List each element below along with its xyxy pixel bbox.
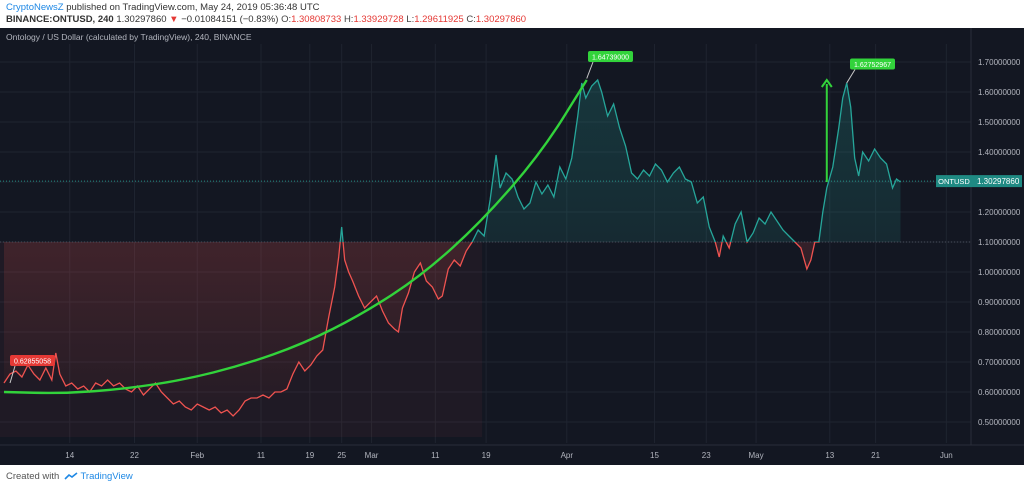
callout-pointer — [846, 69, 856, 84]
tradingview-logo-icon — [64, 472, 78, 480]
publish-line: CryptoNewsZ published on TradingView.com… — [6, 2, 320, 13]
x-tick-label: 23 — [702, 451, 711, 460]
current-price-label: 1.30297860 — [977, 177, 1020, 186]
y-tick-label: 0.80000000 — [978, 328, 1021, 337]
x-tick-label: 13 — [825, 451, 834, 460]
x-tick-label: 21 — [871, 451, 880, 460]
high-value: 1.33929728 — [353, 14, 404, 25]
tradingview-brand[interactable]: TradingView — [80, 471, 133, 482]
high-label: H: — [343, 14, 354, 25]
y-tick-label: 1.40000000 — [978, 148, 1021, 157]
y-tick-label: 1.60000000 — [978, 88, 1021, 97]
x-tick-label: Jun — [940, 451, 953, 460]
area-below-fill — [4, 242, 901, 416]
author-link[interactable]: CryptoNewsZ — [6, 2, 64, 13]
arrow-head — [820, 78, 833, 88]
low-value: 1.29611925 — [414, 14, 464, 25]
symbol-tag-label: ONTUSD — [938, 177, 970, 186]
y-tick-label: 0.50000000 — [978, 418, 1021, 427]
area-above-fill — [4, 80, 901, 242]
callout-label: 1.62752967 — [854, 62, 891, 69]
callout-pointer — [586, 61, 594, 79]
open-label: O: — [281, 14, 292, 25]
price-line-above — [339, 78, 901, 242]
price-line-below — [3, 242, 820, 417]
y-tick-label: 1.10000000 — [978, 238, 1021, 247]
chart-panel[interactable]: 0.62855058 1.64739000 1.62752967 0.50000000… — [0, 28, 1024, 465]
x-tick-label: 22 — [130, 451, 139, 460]
x-tick-label: 15 — [650, 451, 659, 460]
current-price-tag — [972, 175, 1022, 188]
symbol-line: BINANCE:ONTUSD, 240 1.30297860 ▼ −0.0108… — [6, 14, 526, 25]
open-value: 1.30808733 — [291, 14, 342, 25]
published-text: published on TradingView.com, May 24, 20… — [66, 2, 320, 13]
symbol: BINANCE:ONTUSD, 240 — [6, 14, 114, 25]
x-tick-label: 19 — [482, 451, 491, 460]
y-tick-label: 0.60000000 — [978, 388, 1021, 397]
low-label: L: — [406, 14, 415, 25]
y-tick-label: 1.20000000 — [978, 208, 1021, 217]
change-value: −0.01084151 (−0.83%) — [181, 14, 279, 25]
created-with-text: Created with — [6, 471, 60, 482]
y-tick-label: 0.70000000 — [978, 358, 1021, 367]
symbol-tag — [936, 175, 972, 188]
callout-box — [10, 355, 55, 366]
x-tick-label: 11 — [257, 451, 266, 460]
callout-pointer — [9, 365, 16, 384]
close-value: 1.30297860 — [475, 14, 527, 25]
x-tick-label: May — [749, 451, 764, 460]
y-tick-label: 0.90000000 — [978, 298, 1021, 307]
callout-label: 1.64739000 — [592, 54, 629, 61]
change-arrow-icon: ▼ — [169, 14, 179, 25]
close-label: C: — [466, 14, 476, 25]
y-tick-label: 1.00000000 — [978, 268, 1021, 277]
y-tick-label: 1.50000000 — [978, 118, 1021, 127]
y-tick-label: 1.70000000 — [978, 58, 1021, 67]
created-with: Created with TradingView — [6, 471, 133, 482]
below-baseline-tint — [0, 242, 483, 437]
footer: Created with TradingView — [0, 465, 1024, 487]
trend-curve — [3, 79, 588, 395]
x-tick-label: Apr — [561, 451, 574, 460]
price-chart[interactable]: 0.62855058 1.64739000 1.62752967 0.50000000… — [0, 28, 1024, 465]
x-tick-label: 11 — [431, 451, 440, 460]
callout-box — [588, 51, 633, 62]
chart-title: Ontology / US Dollar (calculated by Trad… — [6, 32, 252, 42]
header: CryptoNewsZ published on TradingView.com… — [0, 0, 1024, 28]
x-tick-label: 25 — [337, 451, 346, 460]
x-tick-label: Mar — [365, 451, 379, 460]
last-price: 1.30297860 — [116, 14, 167, 25]
x-tick-label: 19 — [305, 451, 314, 460]
x-tick-label: 14 — [65, 451, 74, 460]
callout-box — [850, 58, 895, 70]
callout-label: 0.62855058 — [14, 358, 51, 365]
x-tick-label: Feb — [190, 451, 204, 460]
